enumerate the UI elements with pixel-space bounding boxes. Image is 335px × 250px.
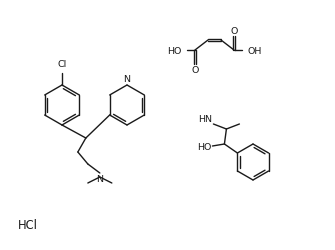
Text: O: O xyxy=(191,66,199,75)
Text: HN: HN xyxy=(198,114,212,124)
Text: HO: HO xyxy=(168,46,182,55)
Text: O: O xyxy=(230,27,238,36)
Text: HO: HO xyxy=(197,142,211,151)
Text: OH: OH xyxy=(247,46,261,55)
Text: HCl: HCl xyxy=(18,219,38,232)
Text: N: N xyxy=(124,75,131,84)
Text: Cl: Cl xyxy=(57,60,67,69)
Text: N: N xyxy=(96,174,103,183)
